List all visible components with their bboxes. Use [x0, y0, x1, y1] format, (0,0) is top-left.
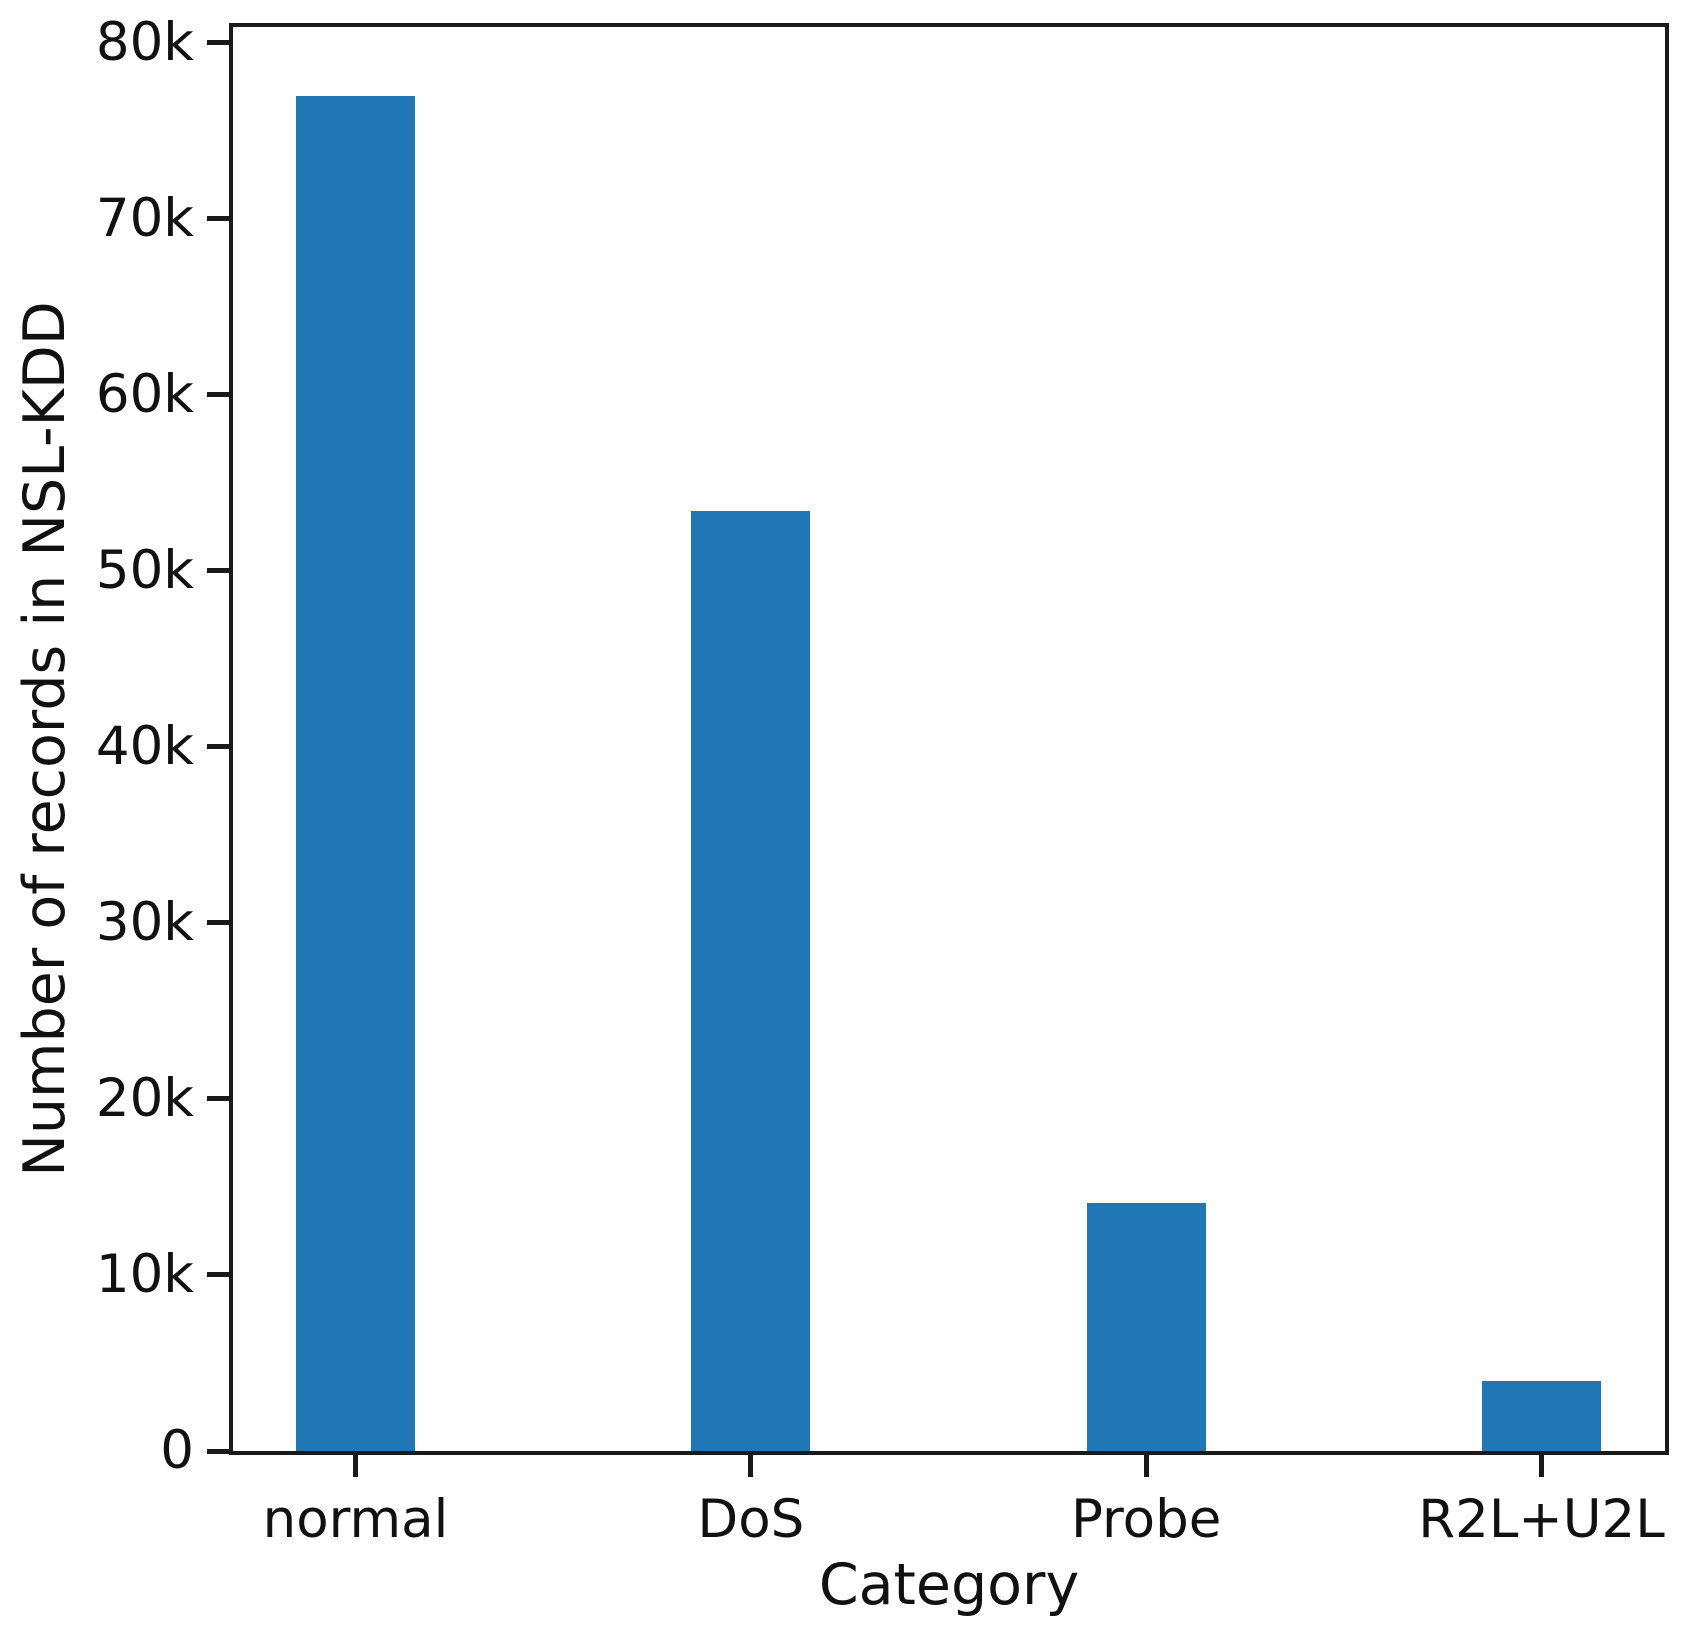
- x-tick-mark: [748, 1455, 754, 1477]
- y-tick-label: 50k: [95, 539, 194, 601]
- bar-dos: [691, 511, 811, 1451]
- y-tick-mark: [207, 1272, 229, 1278]
- x-tick-label: Probe: [1071, 1489, 1222, 1550]
- y-tick-mark: [207, 40, 229, 46]
- x-tick-mark: [1539, 1455, 1545, 1477]
- y-tick-label: 70k: [95, 187, 194, 249]
- y-tick-label: 0: [160, 1420, 194, 1481]
- y-tick-label: 80k: [95, 11, 194, 73]
- y-tick-mark: [207, 568, 229, 574]
- x-tick-label: R2L+U2L: [1418, 1489, 1665, 1550]
- y-tick-label: 30k: [95, 891, 194, 953]
- y-tick-label: 40k: [95, 715, 194, 777]
- y-tick-label: 10k: [95, 1243, 194, 1305]
- y-tick-mark: [207, 1096, 229, 1102]
- y-tick-mark: [207, 1448, 229, 1454]
- x-tick-label: DoS: [697, 1489, 805, 1550]
- y-tick-mark: [207, 392, 229, 398]
- y-tick-mark: [207, 744, 229, 750]
- x-tick-mark: [1143, 1455, 1149, 1477]
- plot-area: [229, 23, 1669, 1455]
- bar-probe: [1086, 1202, 1206, 1451]
- y-tick-label: 60k: [95, 363, 194, 425]
- y-tick-mark: [207, 216, 229, 222]
- y-tick-label: 20k: [95, 1067, 194, 1129]
- bar-r2l-u2l: [1482, 1380, 1602, 1451]
- x-axis-label: Category: [818, 1552, 1080, 1618]
- x-tick-label: normal: [262, 1489, 449, 1550]
- x-tick-mark: [353, 1455, 358, 1477]
- bar-normal: [296, 95, 415, 1451]
- y-tick-mark: [207, 920, 229, 926]
